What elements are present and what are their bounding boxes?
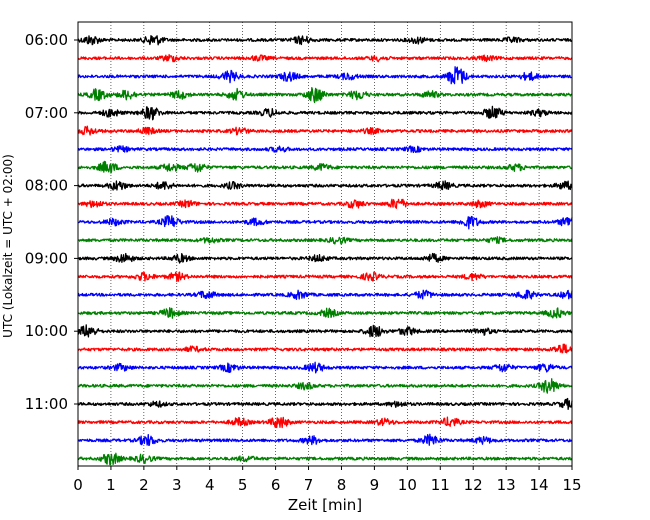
- seismogram-traces: [77, 35, 573, 466]
- trace-row-0730: [77, 145, 573, 154]
- trace-row-0800: [77, 180, 573, 191]
- x-gridlines: [110, 22, 540, 466]
- trace-row-1045: [77, 378, 573, 394]
- y-tick-label: 06:00: [25, 31, 68, 49]
- x-tick-label: 0: [73, 476, 83, 494]
- x-tick-label: 1: [106, 476, 116, 494]
- trace-row-1015: [77, 343, 573, 354]
- y-axis-ticks: 06:00 07:00 08:00 09:00 10:00 11:00: [25, 31, 78, 413]
- x-axis-label: Zeit [min]: [288, 496, 362, 514]
- trace-row-0715: [77, 125, 573, 136]
- trace-row-0915: [77, 271, 573, 283]
- trace-row-0615: [77, 54, 573, 63]
- y-tick-label: 08:00: [25, 177, 68, 195]
- y-tick-label: 11:00: [25, 395, 68, 413]
- trace-row-1130: [77, 433, 573, 447]
- x-tick-label: 3: [172, 476, 182, 494]
- x-tick-label: 13: [497, 476, 516, 494]
- y-axis-label: UTC (Lokalzeit = UTC + 02:00): [1, 154, 15, 338]
- trace-row-1030: [77, 361, 573, 374]
- y-tick-label: 09:00: [25, 249, 68, 267]
- x-tick-label: 9: [370, 476, 380, 494]
- trace-row-0700: [77, 105, 573, 121]
- trace-row-0930: [77, 289, 573, 301]
- trace-row-0600: [77, 35, 573, 46]
- trace-row-0745: [77, 160, 573, 174]
- x-tick-label: 5: [238, 476, 248, 494]
- trace-row-0645: [77, 87, 573, 104]
- trace-row-1115: [77, 416, 573, 429]
- trace-row-1100: [77, 397, 573, 410]
- y-tick-label: 10:00: [25, 322, 68, 340]
- x-tick-label: 2: [139, 476, 149, 494]
- x-tick-label: 7: [304, 476, 314, 494]
- x-tick-label: 4: [205, 476, 215, 494]
- x-tick-label: 6: [271, 476, 281, 494]
- trace-row-0900: [77, 252, 573, 264]
- trace-row-0630: [77, 66, 573, 85]
- trace-row-1000: [77, 324, 573, 338]
- x-tick-label: 8: [337, 476, 347, 494]
- x-tick-label: 12: [464, 476, 483, 494]
- x-axis-ticks: 0 1 2 3 4 5 6 7 8 9 10 11 12 13 14 15: [73, 466, 582, 494]
- trace-row-1145: [77, 452, 573, 466]
- y-tick-label: 07:00: [25, 104, 68, 122]
- trace-row-0845: [77, 236, 573, 245]
- x-tick-label: 11: [431, 476, 450, 494]
- x-tick-label: 15: [562, 476, 581, 494]
- trace-row-0945: [77, 307, 573, 319]
- trace-row-0830: [77, 215, 573, 230]
- x-tick-label: 14: [530, 476, 549, 494]
- trace-row-0815: [77, 198, 573, 209]
- plot-frame: [77, 21, 573, 467]
- x-tick-label: 10: [398, 476, 417, 494]
